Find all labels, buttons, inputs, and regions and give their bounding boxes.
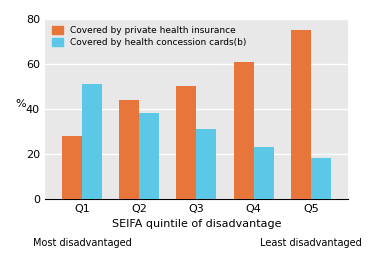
Bar <box>234 62 254 199</box>
X-axis label: SEIFA quintile of disadvantage: SEIFA quintile of disadvantage <box>112 219 281 229</box>
Text: Most disadvantaged: Most disadvantaged <box>33 238 132 248</box>
Bar <box>177 86 197 199</box>
Text: Least disadvantaged: Least disadvantaged <box>260 238 362 248</box>
Y-axis label: %: % <box>15 99 26 109</box>
Bar <box>62 136 82 199</box>
Bar <box>254 147 274 199</box>
Bar <box>119 100 139 199</box>
Bar <box>139 113 159 199</box>
Bar <box>291 30 311 199</box>
Bar <box>197 129 217 199</box>
Legend: Covered by private health insurance, Covered by health concession cards(b): Covered by private health insurance, Cov… <box>50 24 249 50</box>
Bar <box>82 84 102 199</box>
Bar <box>311 158 331 199</box>
